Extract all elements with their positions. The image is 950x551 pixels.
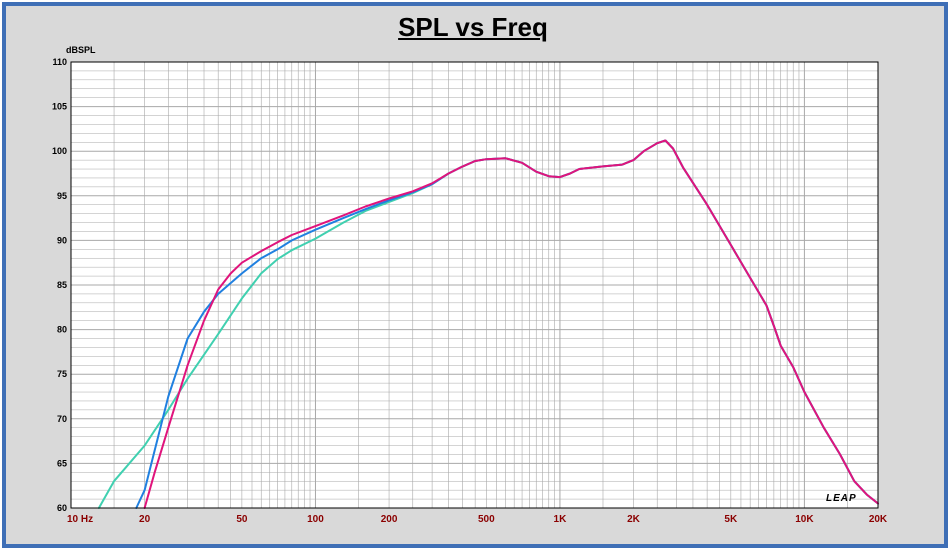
y-tick-labels: 60 65 70 75 80 85 90 95 100 105 110: [52, 57, 67, 513]
leap-watermark: LEAP: [826, 493, 857, 504]
y-tick-label: 60: [57, 503, 67, 513]
y-axis-unit-label: dBSPL: [66, 45, 96, 55]
grid-major: [71, 62, 878, 508]
series-layer: [97, 139, 879, 509]
x-tick-label: 100: [307, 514, 324, 525]
y-tick-label: 90: [57, 235, 67, 245]
x-tick-label: 10K: [795, 514, 814, 525]
x-tick-label: 1K: [554, 514, 568, 525]
y-tick-label: 105: [52, 102, 67, 112]
y-tick-label: 80: [57, 325, 67, 335]
y-tick-label: 100: [52, 146, 67, 156]
x-tick-label: 2K: [627, 514, 641, 525]
chart-title: SPL vs Freq: [398, 12, 548, 42]
x-tick-label: 5K: [724, 514, 738, 525]
y-tick-label: 65: [57, 458, 67, 468]
y-tick-label: 95: [57, 191, 67, 201]
x-tick-label: 20K: [869, 514, 888, 525]
x-tick-labels: 10 Hz 20 50 100 200 500 1K 2K 5K 10K 20K: [67, 514, 888, 525]
plot-border: [70, 61, 879, 509]
x-tick-label: 500: [478, 514, 495, 525]
x-tick-label: 200: [381, 514, 398, 525]
x-tick-label: 20: [139, 514, 151, 525]
series-line-3: [143, 139, 879, 509]
y-tick-label: 75: [57, 369, 67, 379]
y-tick-label: 70: [57, 414, 67, 424]
y-tick-label: 85: [57, 280, 67, 290]
x-tick-label: 10 Hz: [67, 514, 93, 525]
x-tick-label: 50: [236, 514, 248, 525]
y-tick-label: 110: [52, 57, 67, 67]
